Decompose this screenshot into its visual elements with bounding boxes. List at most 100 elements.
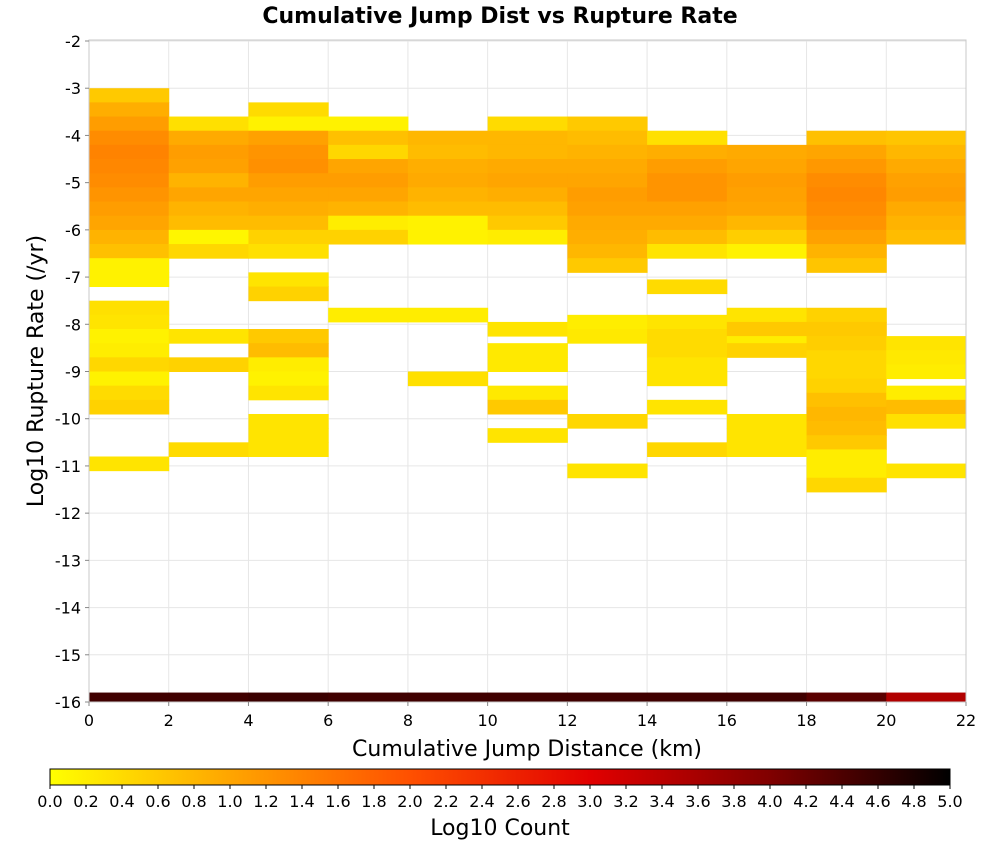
y-tick-label: -14 <box>55 599 81 618</box>
heatmap-cell <box>407 130 489 146</box>
heatmap-cell <box>407 173 489 188</box>
colorbar-tick-label: 3.0 <box>577 792 602 811</box>
heatmap-cell <box>89 357 170 372</box>
heatmap-cell <box>89 343 170 358</box>
heatmap-cell <box>886 364 967 380</box>
heatmap-cell <box>487 428 568 443</box>
x-tick-label: 10 <box>477 711 497 730</box>
heatmap-cell <box>886 399 967 415</box>
heatmap-cell <box>248 201 329 217</box>
colorbar-tick-label: 4.2 <box>793 792 818 811</box>
heatmap-cell <box>726 244 808 259</box>
colorbar-tick-label: 2.2 <box>433 792 458 811</box>
heatmap-cell <box>567 130 648 146</box>
heatmap-cell <box>328 692 409 703</box>
heatmap-cell <box>567 173 648 188</box>
heatmap-cell <box>487 116 568 132</box>
heatmap-cell <box>726 343 808 358</box>
heatmap-cell <box>806 130 887 146</box>
heatmap-cell <box>328 173 409 188</box>
heatmap-cell <box>806 144 887 160</box>
heatmap-cell <box>647 442 728 457</box>
y-tick-label: -6 <box>65 221 81 240</box>
heatmap-cell <box>886 215 967 231</box>
heatmap-cell <box>487 173 568 188</box>
heatmap-cell <box>328 215 409 231</box>
heatmap-cell <box>407 187 489 203</box>
heatmap-cell <box>168 130 249 146</box>
heatmap-cell <box>487 399 568 415</box>
heatmap-cell <box>647 201 728 217</box>
heatmap-cell <box>806 435 887 450</box>
heatmap-cells <box>89 88 967 703</box>
heatmap-cell <box>487 692 568 703</box>
heatmap-cell <box>89 88 170 103</box>
heatmap-cell <box>726 428 808 443</box>
heatmap-cell <box>567 201 648 217</box>
heatmap-cell <box>806 173 887 188</box>
colorbar-tick-label: 1.6 <box>325 792 350 811</box>
heatmap-cell <box>89 116 170 132</box>
heatmap-cell <box>806 336 887 351</box>
heatmap-cell <box>726 215 808 231</box>
heatmap-cell <box>248 329 329 344</box>
heatmap-cell <box>487 215 568 231</box>
heatmap-cell <box>248 229 329 245</box>
heatmap-cell <box>328 144 409 160</box>
heatmap-cell <box>89 130 170 146</box>
x-tick-label: 2 <box>164 711 174 730</box>
heatmap-cell <box>248 428 329 443</box>
x-tick-label: 4 <box>243 711 253 730</box>
heatmap-cell <box>806 229 887 245</box>
heatmap-cell <box>647 130 728 146</box>
heatmap-cell <box>328 229 409 245</box>
y-axis-label: Log10 Rupture Rate (/yr) <box>24 235 49 507</box>
heatmap-cell <box>248 159 329 174</box>
heatmap-cell <box>89 102 170 118</box>
heatmap-cell <box>567 144 648 160</box>
heatmap-cell <box>407 144 489 160</box>
colorbar-tick-label: 5.0 <box>937 792 962 811</box>
heatmap-cell <box>567 413 648 429</box>
heatmap-cell <box>89 385 170 401</box>
heatmap-cell <box>806 159 887 174</box>
heatmap-cell <box>168 215 249 231</box>
heatmap-cell <box>89 229 170 245</box>
heatmap-cell <box>886 413 967 429</box>
heatmap-cell <box>726 229 808 245</box>
heatmap-cell <box>567 229 648 245</box>
heatmap-cell <box>328 116 409 132</box>
heatmap-cell <box>567 463 648 479</box>
heatmap-cell <box>647 173 728 188</box>
heatmap-cell <box>248 144 329 160</box>
colorbar-label: Log10 Count <box>430 816 570 841</box>
colorbar-tick-label: 4.0 <box>757 792 782 811</box>
colorbar-tick-label: 3.8 <box>721 792 746 811</box>
heatmap-cell <box>487 385 568 401</box>
heatmap-cell <box>647 159 728 174</box>
heatmap-cell <box>487 201 568 217</box>
heatmap-cell <box>407 307 489 323</box>
heatmap-cell <box>248 244 329 259</box>
heatmap-cell <box>806 350 887 365</box>
heatmap-cell <box>328 159 409 174</box>
heatmap-cell <box>168 159 249 174</box>
heatmap-cell <box>89 399 170 415</box>
heatmap-cell <box>248 286 329 302</box>
heatmap-cell <box>407 371 489 387</box>
heatmap-cell <box>806 449 887 465</box>
heatmap-cell <box>886 144 967 160</box>
heatmap-cell <box>487 343 568 358</box>
heatmap-cell <box>168 357 249 372</box>
heatmap-cell <box>886 159 967 174</box>
colorbar-tick-label: 0.0 <box>37 792 62 811</box>
heatmap-cell <box>168 442 249 457</box>
heatmap-cell <box>89 692 170 703</box>
colorbar-tick-label: 1.8 <box>361 792 386 811</box>
heatmap-cell <box>248 272 329 288</box>
heatmap-cell <box>487 357 568 372</box>
colorbar <box>49 768 951 786</box>
heatmap-cell <box>168 201 249 217</box>
heatmap-cell <box>806 258 887 273</box>
